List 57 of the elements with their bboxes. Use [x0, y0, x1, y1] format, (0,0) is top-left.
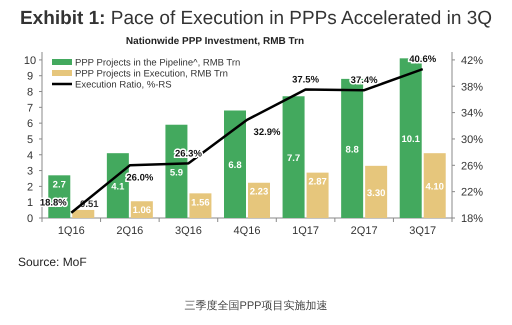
bar: [424, 153, 446, 218]
data-label: 8.8: [346, 144, 359, 156]
chart-title: Exhibit 1: Pace of Execution in PPPs Accelerated in 3Q: [20, 8, 492, 29]
data-label: 5.9: [170, 167, 184, 178]
x-tick-label: 1Q16: [58, 225, 85, 237]
x-tick-label: 2Q17: [350, 225, 378, 237]
text: 三季度全国PPP项目实施加速: [184, 299, 328, 312]
line-series: [70, 68, 424, 214]
data-label: 40.6%: [409, 54, 437, 66]
data-label: 2.87: [308, 176, 327, 188]
chart-subtitle: Nationwide PPP Investment, RMB Trn: [126, 36, 304, 47]
y-tick-label: 10: [24, 54, 36, 67]
y-tick-label: 4: [26, 150, 34, 162]
y-tick-label: 1: [26, 197, 34, 210]
bar: [306, 172, 329, 218]
x-tick-label: 3Q17: [409, 225, 436, 237]
data-label: 37.5%: [292, 74, 320, 86]
y-tick-label: 2: [26, 181, 34, 194]
legend-label: PPP Projects in the Pipeline^, RMB Trn: [75, 58, 240, 68]
bar: [282, 96, 305, 218]
y2-tick-label: 42%: [460, 54, 484, 67]
y-tick-label: 9: [26, 70, 34, 83]
bar: [248, 182, 270, 218]
data-label: 1.06: [132, 205, 152, 216]
x-tick-label: 3Q16: [174, 225, 202, 237]
y2-tick-label: 26%: [460, 160, 484, 172]
x-tick-label: 2Q16: [116, 225, 144, 237]
legend-label: Execution Ratio, %-RS: [75, 80, 172, 90]
data-label: 7.7: [286, 153, 300, 164]
bar: [365, 166, 388, 218]
data-label: 3.30: [366, 188, 386, 199]
bar: [72, 210, 94, 218]
data-label: 4.10: [425, 182, 444, 193]
y-tick-label: 5: [26, 134, 34, 146]
data-label: 4.1: [111, 182, 126, 193]
bar: [224, 110, 246, 218]
y-tick-label: 7: [26, 102, 34, 114]
data-label: 6.8: [228, 160, 242, 172]
data-label: 10.1: [401, 134, 421, 146]
data-label: 2.7: [52, 179, 66, 190]
y2-tick-label: 22%: [460, 186, 484, 199]
legend-label: PPP Projects in Execution, RMB Trn: [75, 68, 228, 80]
y2-tick-label: 30%: [460, 134, 484, 146]
data-label: 26.3%: [174, 148, 202, 160]
y-tick-label: 8: [26, 86, 34, 99]
data-label: 2.23: [250, 186, 268, 198]
x-tick-label: 4Q16: [234, 225, 260, 237]
y2-tick-label: 34%: [460, 108, 484, 120]
y2-tick-label: 38%: [460, 81, 484, 94]
data-label: 32.9%: [254, 126, 282, 138]
data-label: 1.56: [191, 197, 210, 208]
x-tick-label: 1Q17: [292, 225, 320, 237]
y-tick-label: 0: [26, 213, 34, 225]
y-tick-label: 3: [26, 166, 34, 178]
source-note: Source: MoF: [18, 255, 87, 269]
y-tick-label: 6: [26, 118, 34, 130]
y2-tick-label: 18%: [460, 213, 484, 225]
